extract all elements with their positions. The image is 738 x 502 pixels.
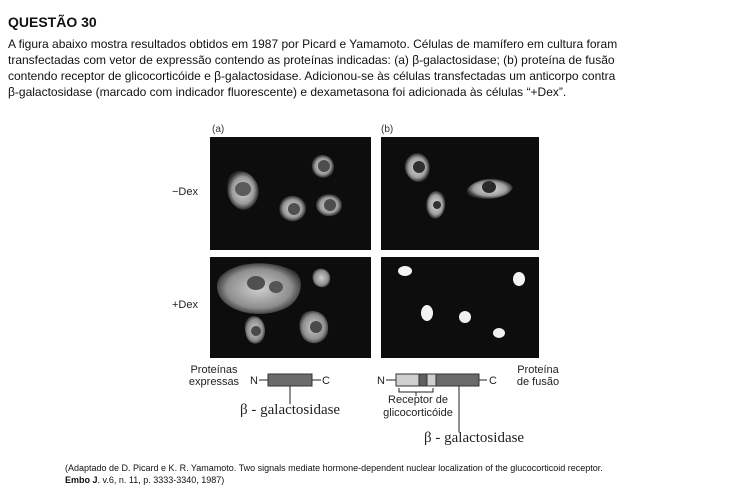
micrograph-b-minus-dex	[381, 137, 539, 250]
expressed-proteins-label-line-1: Proteínas	[190, 364, 238, 376]
panel-a-label: (a)	[212, 124, 225, 135]
fusion-protein-label-line-2: de fusão	[516, 376, 560, 388]
row-label-plus-dex: +Dex	[172, 299, 198, 311]
fusion-protein-label: Proteína de fusão	[506, 364, 570, 388]
caption-line-2: Embo J. v.6, n. 11, p. 3333-3340, 1987)	[65, 474, 735, 486]
c-terminal-a: C	[322, 375, 330, 387]
beta-gal-label-b-text: β - galactosidase	[424, 430, 525, 446]
beta-gal-bar-a	[267, 373, 313, 387]
micrograph-a-minus-dex	[210, 137, 371, 250]
n-terminal-a: N	[250, 375, 258, 387]
question-statement: A figura abaixo mostra resultados obtido…	[8, 36, 734, 100]
receptor-bar	[395, 373, 437, 387]
beta-gal-label-a: β - galactosidase	[240, 402, 340, 419]
beta-gal-bar-b	[435, 373, 480, 387]
fusion-protein-label-line-1: Proteína	[517, 364, 559, 376]
expressed-proteins-label: Proteínas expressas	[184, 364, 244, 388]
statement-line-3: contendo receptor de glicocorticóide e β…	[8, 69, 616, 83]
caption-line-1: (Adaptado de D. Picard e K. R. Yamamoto.…	[65, 463, 603, 473]
receptor-domain-mark	[418, 373, 428, 387]
beta-gal-label-a-text: β - galactosidase	[240, 402, 341, 418]
question-title: QUESTÃO 30	[8, 14, 97, 30]
n-terminal-b: N	[377, 375, 385, 387]
receptor-label-line-1: Receptor de	[388, 394, 448, 406]
caption-citation: . v.6, n. 11, p. 3333-3340, 1987)	[97, 475, 225, 485]
c-terminal-b: C	[489, 375, 497, 387]
figure-caption: (Adaptado de D. Picard e K. R. Yamamoto.…	[65, 462, 735, 486]
caption-journal: Embo J	[65, 475, 98, 485]
micrograph-b-plus-dex	[381, 257, 539, 358]
statement-line-1: A figura abaixo mostra resultados obtido…	[8, 37, 618, 51]
statement-line-2: transfectadas com vetor de expressão con…	[8, 53, 615, 67]
panel-b-label: (b)	[381, 124, 394, 135]
receptor-label-line-2: glicocorticóide	[383, 407, 453, 419]
beta-gal-label-b: β - galactosidase	[424, 430, 524, 447]
micrograph-a-plus-dex	[210, 257, 371, 358]
row-label-minus-dex: −Dex	[172, 186, 198, 198]
receptor-label: Receptor de glicocorticóide	[376, 394, 460, 420]
statement-line-4: β-galactosidase (marcado com indicador f…	[8, 85, 567, 99]
expressed-proteins-label-line-2: expressas	[188, 376, 240, 388]
